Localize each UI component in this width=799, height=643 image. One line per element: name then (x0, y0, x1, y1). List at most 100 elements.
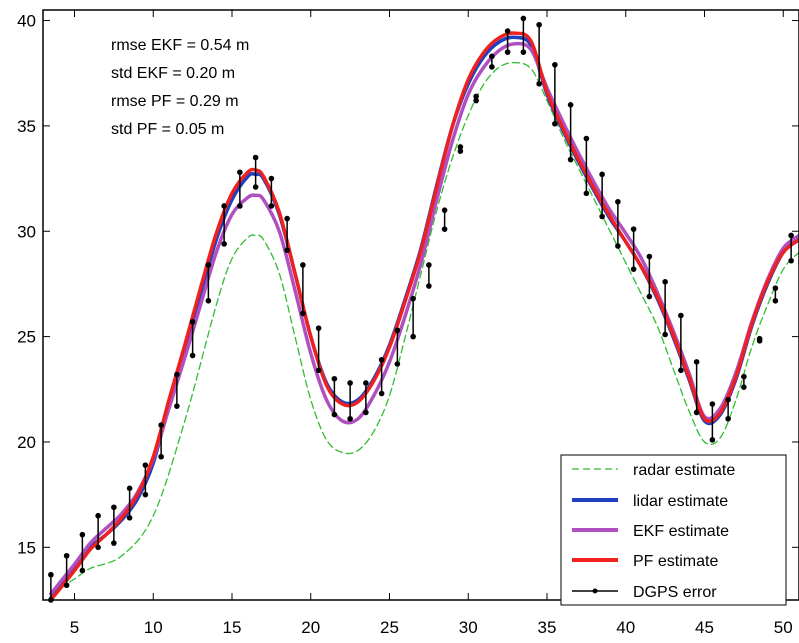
dgps-error-point (79, 531, 86, 538)
dgps-error-point (205, 297, 212, 304)
dgps-error-point (300, 262, 306, 268)
legend-label-radar: radar estimate (633, 462, 735, 479)
dgps-error-point (189, 352, 196, 359)
dgps-error-point (426, 262, 432, 268)
y-tick-label: 30 (17, 222, 36, 241)
pf-estimate-line (49, 31, 799, 602)
dgps-error-point (567, 156, 574, 163)
dgps-error-point (788, 232, 794, 239)
dgps-error-point (756, 335, 763, 342)
y-tick-label: 20 (17, 433, 36, 452)
dgps-error-point (378, 356, 385, 363)
radar-estimate-line (50, 61, 799, 595)
dgps-error-point (678, 367, 684, 374)
x-tick-label: 10 (144, 618, 163, 637)
dgps-error-point (489, 53, 495, 60)
legend: radar estimate lidar estimate EKF estima… (560, 454, 787, 606)
annotations: rmse EKF = 0.54 m std EKF = 0.20 m rmse … (111, 37, 249, 138)
dgps-error-point (95, 512, 101, 519)
dgps-error-point (410, 333, 416, 340)
dgps-error-point (646, 253, 653, 260)
dgps-error-point (95, 544, 101, 551)
dgps-error-point (63, 582, 70, 589)
dgps-error-point (126, 515, 133, 521)
dgps-error-point (174, 403, 180, 409)
dgps-error-point (725, 415, 731, 422)
dgps-error-point (473, 97, 479, 104)
dgps-error-point (111, 540, 117, 546)
dgps-error-point (174, 371, 180, 378)
dgps-error-point (142, 491, 149, 498)
dgps-error-point (583, 190, 590, 197)
dgps-error-point (457, 148, 464, 154)
dgps-error-point (315, 325, 322, 331)
dgps-error-point (741, 373, 747, 380)
y-tick-label: 35 (17, 117, 36, 136)
dgps-error-point (457, 144, 464, 150)
legend-label-dgps: DGPS error (633, 584, 717, 601)
dgps-error-point (331, 375, 338, 382)
dgps-error-point (615, 198, 621, 205)
dgps-error-point (158, 422, 164, 428)
axes-frame (42, 9, 799, 601)
dgps-error-point (520, 49, 527, 55)
dgps-error-point (331, 411, 338, 418)
dgps-error-point (142, 462, 149, 468)
dgps-error-point (410, 295, 416, 302)
x-tick-label: 40 (616, 618, 635, 637)
y-tick-label: 15 (17, 538, 36, 557)
legend-label-ekf: EKF estimate (633, 523, 729, 540)
dgps-error-point (646, 293, 653, 300)
axes-layer: 5 10 15 20 25 30 35 40 45 50 15 20 25 30 35 40 (17, 9, 799, 637)
dgps-error-point (552, 61, 558, 68)
dgps-error-point (426, 283, 432, 289)
dgps-error-point (473, 93, 479, 100)
series-layer (48, 15, 799, 603)
x-tick-label: 15 (223, 618, 242, 637)
dgps-error-point (347, 380, 353, 386)
dgps-error-point (441, 226, 448, 232)
x-tick-label: 50 (774, 618, 793, 637)
x-tick-label: 5 (70, 618, 79, 637)
dgps-error-point (615, 243, 621, 249)
dgps-error-point (158, 453, 164, 460)
dgps-error-point (662, 279, 668, 285)
dgps-error-point (709, 401, 716, 407)
dgps-error-point (567, 102, 574, 108)
dgps-error-point (48, 571, 54, 578)
dgps-error-point (725, 397, 731, 403)
dgps-error-point (378, 390, 385, 397)
legend-label-lidar: lidar estimate (633, 493, 728, 510)
dgps-error-point (394, 361, 401, 367)
annotation-line: std EKF = 0.20 m (111, 65, 235, 82)
annotation-line: rmse EKF = 0.54 m (111, 37, 249, 54)
annotation-line: std PF = 0.05 m (111, 121, 224, 138)
dgps-error-point (189, 319, 196, 325)
dgps-error-point (284, 247, 290, 254)
dgps-error-point (599, 171, 605, 178)
x-tick-label: 25 (380, 618, 399, 637)
x-tick-label: 30 (459, 618, 478, 637)
dgps-error-point (630, 226, 637, 232)
dgps-error-point (772, 297, 779, 304)
x-tick-label: 35 (538, 618, 557, 637)
dgps-error-point (300, 310, 306, 317)
dgps-error-point (111, 504, 117, 511)
dgps-error-point (536, 21, 542, 28)
dgps-error-point (363, 409, 369, 416)
dgps-error-point (693, 359, 700, 365)
dgps-error-point (630, 266, 637, 272)
dgps-error-point (237, 203, 243, 209)
dgps-error-point (788, 257, 794, 264)
dgps-error-point (441, 207, 448, 213)
dgps-error-point (315, 367, 322, 374)
dgps-error-point (583, 135, 590, 142)
dgps-error-point (709, 437, 716, 443)
dgps-error-point (772, 285, 779, 291)
dgps-error-point (504, 49, 511, 55)
x-tick-label: 45 (695, 618, 714, 637)
dgps-error-point (221, 203, 227, 209)
dgps-error-point (347, 415, 353, 422)
dgps-error-point (363, 380, 369, 386)
